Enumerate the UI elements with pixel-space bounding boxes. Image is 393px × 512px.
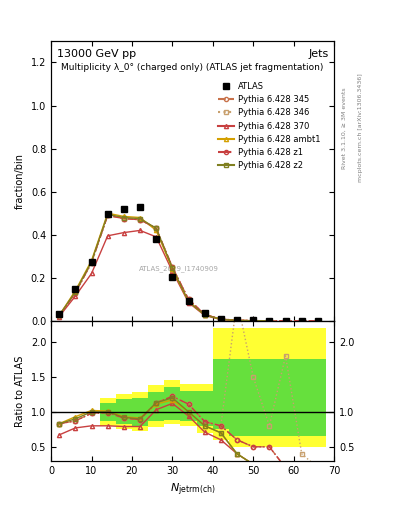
Text: ATLAS_2019_I1740909: ATLAS_2019_I1740909 xyxy=(138,266,219,272)
Y-axis label: fraction/bin: fraction/bin xyxy=(15,153,25,209)
Bar xyxy=(277,328,294,447)
Bar xyxy=(148,392,164,421)
Bar xyxy=(116,399,132,424)
Bar xyxy=(261,328,277,447)
Bar xyxy=(213,359,229,429)
Bar xyxy=(310,359,326,436)
Bar xyxy=(99,403,116,421)
Bar xyxy=(294,328,310,447)
Bar xyxy=(229,328,245,447)
Bar xyxy=(180,384,196,426)
Bar xyxy=(261,359,277,436)
Text: Rivet 3.1.10, ≥ 3M events: Rivet 3.1.10, ≥ 3M events xyxy=(342,87,347,169)
Text: 13000 GeV pp: 13000 GeV pp xyxy=(57,49,136,59)
Bar xyxy=(180,391,196,421)
Bar xyxy=(148,385,164,427)
Bar xyxy=(116,394,132,429)
X-axis label: $N_{\mathrm{jetrm(ch)}}$: $N_{\mathrm{jetrm(ch)}}$ xyxy=(170,481,215,498)
Text: Multiplicity λ_0° (charged only) (ATLAS jet fragmentation): Multiplicity λ_0° (charged only) (ATLAS … xyxy=(61,63,324,72)
Bar xyxy=(213,328,229,440)
Bar xyxy=(310,328,326,447)
Bar xyxy=(294,359,310,436)
Bar xyxy=(229,359,245,436)
Bar xyxy=(277,359,294,436)
Bar xyxy=(132,398,148,426)
Bar xyxy=(245,359,261,436)
Text: Jets: Jets xyxy=(308,49,329,59)
Bar xyxy=(196,384,213,433)
Text: mcplots.cern.ch [arXiv:1306.3436]: mcplots.cern.ch [arXiv:1306.3436] xyxy=(358,74,363,182)
Bar xyxy=(196,391,213,426)
Legend: ATLAS, Pythia 6.428 345, Pythia 6.428 346, Pythia 6.428 370, Pythia 6.428 ambt1,: ATLAS, Pythia 6.428 345, Pythia 6.428 34… xyxy=(214,79,324,174)
Bar xyxy=(164,387,180,420)
Y-axis label: Ratio to ATLAS: Ratio to ATLAS xyxy=(15,355,25,426)
Bar xyxy=(99,398,116,426)
Bar xyxy=(164,380,180,424)
Bar xyxy=(132,392,148,432)
Bar xyxy=(245,328,261,447)
